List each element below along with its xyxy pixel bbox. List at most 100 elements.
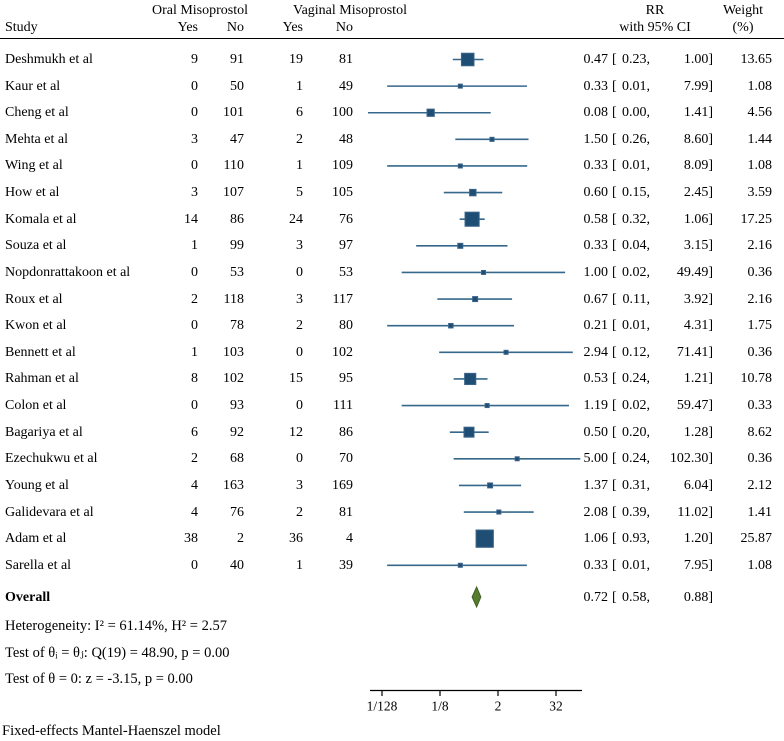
vaginal-yes-value: 0 [296, 264, 303, 280]
ci-lower: 0.00, [622, 105, 650, 121]
table-row: Roux et al 2 118 3 117 0.67[0.11, 3.92] 2.16 [0, 286, 784, 313]
study-name: Bennett et al [5, 344, 76, 360]
test-z-stat: Test of θ = 0: z = -3.15, p = 0.00 [5, 671, 193, 687]
weight-value: 0.36 [747, 264, 773, 280]
study-name: Kaur et al [5, 78, 61, 94]
ci-upper: 3.92] [683, 291, 713, 307]
vaginal-no-value: 53 [339, 264, 353, 280]
ci-open-bracket: [ [612, 424, 617, 440]
vaginal-yes-value: 1 [296, 78, 303, 94]
table-row: Bennett et al 1 103 0 102 2.94[0.12, 71.41] 0.3… [0, 339, 784, 366]
rr-estimate: 1.19 [583, 398, 609, 414]
vaginal-yes-value: 3 [296, 291, 303, 307]
header-vaginal-no: No [335, 20, 353, 35]
table-row: How et al 3 107 5 105 0.60[0.15, 2.45] 3.59 [0, 179, 784, 206]
oral-no-value: 110 [223, 158, 244, 174]
vaginal-no-value: 81 [339, 52, 353, 67]
table-row: Adam et al 38 2 36 4 1.06[0.93, 1.20] 25.87 [0, 525, 784, 552]
oral-no-value: 99 [230, 238, 244, 254]
oral-no-value: 40 [230, 557, 244, 573]
vaginal-no-value: 49 [339, 78, 353, 94]
vaginal-yes-value: 6 [296, 105, 303, 121]
ci-upper: 59.47] [676, 398, 713, 414]
oral-yes-value: 3 [191, 131, 198, 147]
vaginal-yes-value: 1 [296, 557, 303, 573]
oral-yes-value: 0 [191, 158, 198, 174]
rr-estimate: 2.08 [583, 504, 609, 520]
vaginal-yes-value: 3 [296, 238, 303, 254]
oral-no-value: 47 [230, 131, 244, 147]
vaginal-yes-value: 19 [289, 52, 303, 67]
weight-value: 0.36 [747, 344, 773, 360]
header-oral-yes: Yes [177, 20, 198, 35]
vaginal-no-value: 169 [332, 477, 353, 493]
ci-open-bracket: [ [612, 291, 617, 307]
test-theta-stat: Test of θᵢ = θⱼ: Q(19) = 48.90, p = 0.00 [5, 645, 230, 661]
ci-upper: 4.31] [683, 318, 713, 334]
oral-no-value: 101 [223, 105, 244, 121]
ci-open-bracket: [ [612, 451, 617, 467]
ci-open-bracket: [ [612, 185, 617, 201]
ci-lower: 0.02, [622, 398, 650, 414]
header-with-95-ci: with 95% CI [619, 20, 691, 35]
table-row: Colon et al 0 93 0 111 1.19[0.02, 59.47] 0.33 [0, 392, 784, 419]
ci-lower: 0.01, [622, 318, 650, 334]
header-oral-no: No [226, 20, 244, 35]
vaginal-yes-value: 12 [289, 424, 303, 440]
oral-yes-value: 1 [191, 238, 198, 254]
oral-no-value: 53 [230, 264, 244, 280]
rr-estimate: 0.58 [583, 211, 609, 227]
ci-open-bracket: [ [612, 264, 617, 280]
ci-lower: 0.02, [622, 264, 650, 280]
oral-no-value: 50 [230, 78, 244, 94]
study-name: Deshmukh et al [5, 52, 93, 67]
oral-no-value: 163 [223, 477, 244, 493]
oral-no-value: 92 [230, 424, 244, 440]
vaginal-yes-value: 3 [296, 477, 303, 493]
model-note: Fixed-effects Mantel-Haenszel model [2, 723, 221, 739]
study-name: Sarella et al [5, 557, 72, 573]
ci-upper: 71.41] [676, 344, 713, 360]
ci-upper: 49.49] [676, 264, 713, 280]
overall-row: Overall 0.72[0.58, 0.88] [0, 584, 784, 611]
ci-open-bracket: [ [612, 318, 617, 334]
x-axis-tick-label: 1/128 [367, 699, 398, 714]
ci-lower: 0.32, [622, 211, 650, 227]
study-name: Souza et al [5, 238, 67, 254]
table-row: Cheng et al 0 101 6 100 0.08[0.00, 1.41] 4.56 [0, 99, 784, 126]
header-vaginal-yes: Yes [282, 20, 303, 35]
ci-lower: 0.39, [622, 504, 650, 520]
weight-value: 13.65 [740, 52, 773, 67]
ci-upper: 8.09] [683, 158, 713, 174]
ci-upper: 1.21] [683, 371, 713, 387]
weight-value: 4.56 [747, 105, 773, 121]
oral-yes-value: 3 [191, 185, 198, 201]
ci-lower: 0.24, [622, 451, 650, 467]
weight-value: 25.87 [740, 531, 773, 547]
ci-upper: 7.95] [683, 557, 713, 573]
ci-lower: 0.26, [622, 131, 650, 147]
vaginal-no-value: 39 [339, 557, 353, 573]
ci-upper: 2.45] [683, 185, 713, 201]
rr-estimate: 5.00 [583, 451, 609, 467]
oral-yes-value: 9 [191, 52, 198, 67]
ci-open-bracket: [ [612, 238, 617, 254]
study-name: Young et al [5, 477, 69, 493]
vaginal-no-value: 81 [339, 504, 353, 520]
oral-yes-value: 2 [191, 451, 198, 467]
ci-open-bracket: [ [612, 105, 617, 121]
table-row: Kaur et al 0 50 1 49 0.33[0.01, 7.99] 1.08 [0, 73, 784, 100]
ci-lower: 0.11, [622, 291, 650, 307]
rr-estimate: 0.08 [583, 105, 609, 121]
study-name: Nopdonrattakoon et al [5, 264, 131, 280]
ci-lower: 0.01, [622, 158, 650, 174]
header-weight: Weight [722, 3, 764, 18]
ci-open-bracket: [ [612, 158, 617, 174]
table-row: Rahman et al 8 102 15 95 0.53[0.24, 1.21] 10.78 [0, 365, 784, 392]
ci-upper: 7.99] [683, 78, 713, 94]
oral-yes-value: 0 [191, 318, 198, 334]
vaginal-yes-value: 0 [296, 451, 303, 467]
ci-open-bracket: [ [612, 371, 617, 387]
weight-value: 2.16 [747, 291, 773, 307]
ci-upper: 11.02] [677, 504, 713, 520]
